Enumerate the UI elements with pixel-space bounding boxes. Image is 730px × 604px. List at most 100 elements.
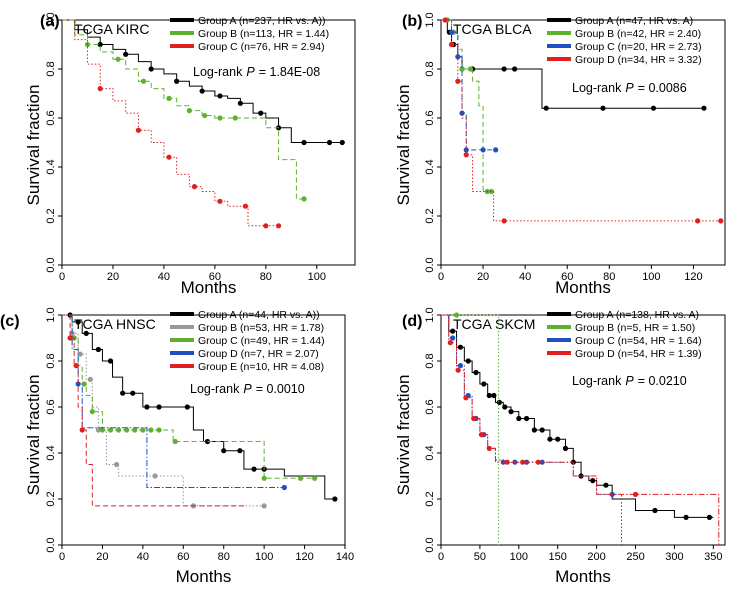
censor-mark [217,115,223,121]
survival-curve [62,314,244,507]
x-tick-label: 0 [59,271,65,283]
legend-label: Group E (n=10, HR = 4.08) [198,361,324,373]
censor-mark [281,484,287,491]
censor-mark [144,404,150,410]
x-tick-label: 100 [642,271,660,283]
logrank-p-symbol: P [243,382,252,396]
censor-mark [132,427,138,433]
y-tick-label: 0.0 [424,537,436,552]
x-tick-label: 100 [308,271,326,283]
censor-mark [115,56,121,62]
logrank-pvalue: Log-rank P = 0.0086 [572,81,687,95]
censor-mark [217,198,223,204]
censor-mark [442,17,448,23]
censor-mark [520,459,526,465]
censor-mark [459,66,465,72]
censor-mark [217,93,223,99]
censor-mark [75,319,81,325]
censor-mark [87,376,93,382]
x-tick-label: 20 [477,271,489,283]
censor-mark [603,482,609,488]
plot-frame [440,19,726,266]
x-tick-label: 0 [438,271,444,283]
censor-mark [652,507,658,514]
censor-mark [480,147,486,153]
censor-mark [156,404,162,410]
legend-label: Group A (n=44, HR vs. A)) [198,309,320,321]
logrank-prefix: Log-rank [193,65,243,79]
legend-label: Group B (n=5, HR = 1.50) [575,322,695,334]
censor-mark [89,409,95,415]
panel-label: (b) [402,13,422,30]
censor-mark [481,381,487,387]
legend-label: Group A (n=47, HR vs. A) [575,15,693,27]
censor-mark [95,427,101,433]
censor-mark [486,392,492,399]
x-tick-label: 20 [107,271,119,283]
y-tick-label: 0.6 [424,399,436,414]
censor-mark [501,218,507,224]
logrank-p-symbol: P [246,65,255,79]
y-tick-label: 0.6 [45,110,57,125]
legend-label: Group B (n=42, HR = 2.40) [575,28,701,40]
censor-mark [683,514,689,521]
survival-curve [62,314,289,488]
censor-mark [448,29,455,35]
censor-mark [99,427,106,433]
censor-mark [543,105,549,111]
survival-curve [441,19,494,192]
x-tick-label: 140 [336,551,354,563]
censor-mark [496,399,502,405]
censor-mark [453,312,460,318]
censor-mark [539,459,545,465]
legend-label: Group C (n=49, HR = 1.44) [198,335,325,347]
y-tick-label: 0.0 [45,537,57,552]
y-tick-label: 1.0 [45,307,57,322]
y-axis-label: Survival fraction [24,375,43,496]
censor-mark [221,448,227,454]
x-axis-label: Months [176,567,232,586]
logrank-p-symbol: P [625,374,634,388]
censor-mark [493,147,499,153]
censor-mark [508,409,514,415]
legend-label: Group A (n=237, HR vs. A)) [198,15,326,27]
x-tick-label: 80 [603,271,615,283]
censor-mark [457,344,464,350]
x-tick-label: 300 [665,551,683,563]
panel-skcm: 0 50 100 150 200 250 300 350 0.0 0.2 0.4 0.6 0.8 1.0 M… [394,307,726,586]
x-tick-label: 60 [209,271,221,283]
censor-mark [166,95,172,101]
y-axis-label: Survival fraction [24,85,43,206]
censor-mark [471,415,477,422]
censor-mark [459,110,465,116]
censor-mark [718,218,724,224]
censor-mark [123,51,129,57]
y-axis-label: Survival fraction [394,375,413,496]
censor-mark [512,66,518,72]
x-tick-label: 100 [255,551,273,563]
survival-curve [441,314,500,545]
censor-mark [650,105,657,111]
censor-mark [486,445,492,451]
censor-mark [473,369,479,376]
censor-mark [547,436,553,442]
censor-mark [535,459,541,465]
panel-kirc: 0 20 40 60 80 100 0.0 0.2 0.4 0.6 0.8 1.0 Months Surv… [24,12,356,297]
censor-mark [467,66,474,72]
censor-mark [83,330,89,336]
censor-mark [297,475,304,481]
y-tick-label: 0.4 [424,159,436,174]
censor-mark [199,88,205,94]
plot-frame [61,19,356,266]
censor-mark [465,358,471,364]
censor-mark [95,346,101,353]
censor-mark [73,363,79,369]
y-tick-label: 0.8 [45,61,57,76]
logrank-prefix: Log-rank [572,81,622,95]
censor-mark [79,427,85,433]
censor-mark [448,41,455,48]
logrank-value: = 1.84E-08 [259,65,321,79]
logrank-p-symbol: P [625,81,634,95]
censor-mark [186,108,192,114]
censor-mark [148,427,154,433]
